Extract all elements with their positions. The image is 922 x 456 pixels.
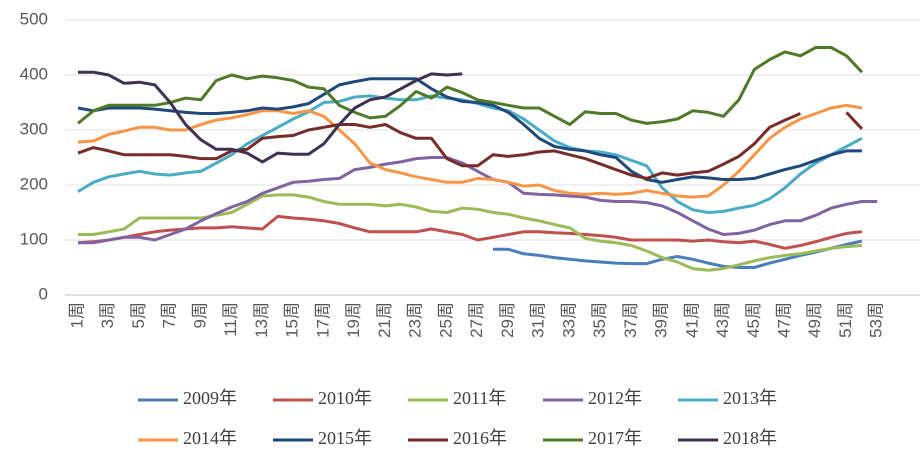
series-line: [78, 156, 878, 245]
y-tick-label: 0: [39, 284, 48, 303]
x-tick-label: 37周: [621, 302, 640, 338]
x-tick-label: 5周: [129, 302, 148, 328]
x-tick-label: 33周: [559, 302, 578, 338]
series-line: [77, 46, 863, 126]
legend-label: 2010年: [318, 388, 372, 408]
legend-label: 2017年: [588, 428, 642, 448]
legend-label: 2016年: [453, 428, 507, 448]
legend-label: 2018年: [723, 428, 777, 448]
legend-label: 2011年: [453, 388, 506, 408]
y-tick-label: 500: [20, 9, 48, 28]
legend-label: 2013年: [723, 388, 777, 408]
series-line: [77, 77, 862, 184]
series-line: [78, 70, 463, 164]
x-tick-label: 13周: [252, 302, 271, 338]
x-tick-label: 7周: [160, 302, 179, 328]
x-tick-label: 29周: [498, 302, 517, 338]
x-tick-label: 11周: [221, 302, 240, 337]
x-tick-label: 1周: [67, 302, 86, 328]
legend-label: 2015年: [318, 428, 372, 448]
x-tick-label: 25周: [436, 302, 455, 338]
y-tick-label: 400: [20, 64, 48, 83]
x-tick-label: 45周: [744, 302, 763, 338]
x-tick-label: 47周: [775, 302, 794, 338]
x-tick-label: 27周: [467, 302, 486, 338]
y-tick-label: 100: [20, 229, 48, 248]
series-line: [77, 111, 863, 180]
y-tick-label: 300: [20, 119, 48, 138]
legend-label: 2012年: [588, 388, 642, 408]
x-tick-label: 43周: [713, 302, 732, 338]
x-tick-label: 31周: [529, 302, 548, 338]
y-tick-label: 200: [20, 174, 48, 193]
legend-label: 2009年: [183, 388, 237, 408]
x-tick-label: 51周: [836, 302, 855, 338]
series-line: [77, 214, 863, 250]
x-tick-label: 21周: [375, 302, 394, 338]
x-tick-label: 39周: [652, 302, 671, 338]
series-line: [493, 239, 863, 269]
x-tick-label: 3周: [98, 302, 117, 328]
x-tick-label: 23周: [406, 302, 425, 338]
x-tick-label: 49周: [805, 302, 824, 338]
x-tick-label: 53周: [867, 302, 886, 338]
x-tick-label: 35周: [590, 302, 609, 338]
x-tick-label: 17周: [313, 302, 332, 338]
legend-label: 2014年: [183, 428, 237, 448]
x-tick-label: 9周: [190, 302, 209, 328]
x-tick-label: 19周: [344, 302, 363, 338]
x-tick-label: 15周: [283, 302, 302, 338]
x-tick-label: 41周: [682, 302, 701, 338]
